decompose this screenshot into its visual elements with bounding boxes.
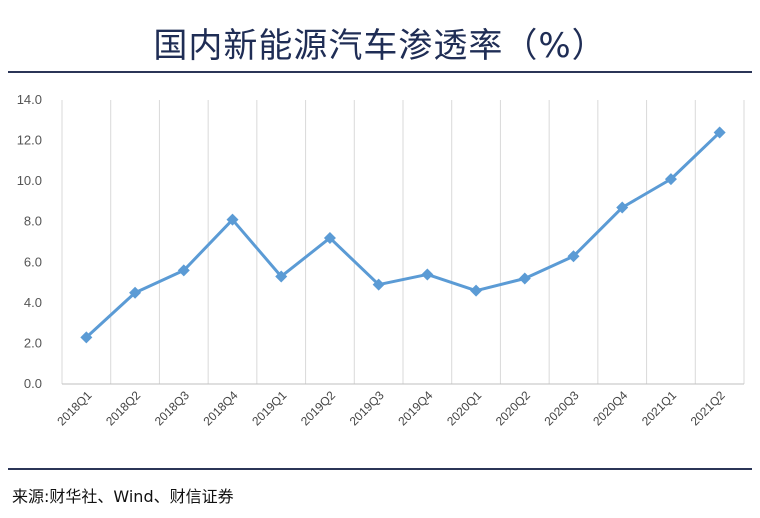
x-tick-label: 2021Q1 <box>639 388 679 428</box>
x-tick-label: 2018Q1 <box>54 388 94 428</box>
footer-divider <box>8 468 752 470</box>
x-tick-label: 2018Q2 <box>103 388 143 428</box>
data-point-marker <box>616 201 629 214</box>
data-point-marker <box>713 126 726 139</box>
x-tick-label: 2019Q3 <box>347 388 387 428</box>
data-point-marker <box>372 278 385 291</box>
y-tick-label: 0.0 <box>24 376 42 391</box>
data-point-marker <box>80 331 93 344</box>
data-point-marker <box>129 286 142 299</box>
title-divider <box>8 71 752 73</box>
y-tick-label: 10.0 <box>17 173 42 188</box>
data-point-marker <box>275 270 288 283</box>
data-point-marker <box>226 213 239 226</box>
y-tick-label: 14.0 <box>17 92 42 107</box>
x-tick-label: 2019Q4 <box>395 388 435 428</box>
series-line <box>85 131 721 339</box>
x-tick-label: 2018Q4 <box>201 388 241 428</box>
data-point-marker <box>518 272 531 285</box>
x-tick-label: 2020Q3 <box>542 388 582 428</box>
data-point-marker <box>664 173 677 186</box>
y-tick-label: 4.0 <box>24 295 42 310</box>
x-tick-label: 2019Q2 <box>298 388 338 428</box>
y-tick-label: 6.0 <box>24 254 42 269</box>
y-tick-label: 8.0 <box>24 214 42 229</box>
x-tick-label: 2018Q3 <box>152 388 192 428</box>
source-note: 来源:财华社、Wind、财信证券 <box>12 487 234 506</box>
y-tick-label: 2.0 <box>24 335 42 350</box>
data-point-marker <box>421 268 434 281</box>
y-tick-label: 12.0 <box>17 133 42 148</box>
x-tick-label: 2021Q2 <box>688 388 728 428</box>
chart-title: 国内新能源汽车渗透率（%） <box>153 26 607 66</box>
x-tick-label: 2020Q4 <box>590 388 630 428</box>
x-tick-label: 2019Q1 <box>249 388 289 428</box>
x-tick-label: 2020Q1 <box>444 388 484 428</box>
data-point-marker <box>567 250 580 263</box>
x-tick-label: 2020Q2 <box>493 388 533 428</box>
data-point-marker <box>323 231 336 244</box>
data-point-marker <box>470 284 483 297</box>
data-point-marker <box>177 264 190 277</box>
